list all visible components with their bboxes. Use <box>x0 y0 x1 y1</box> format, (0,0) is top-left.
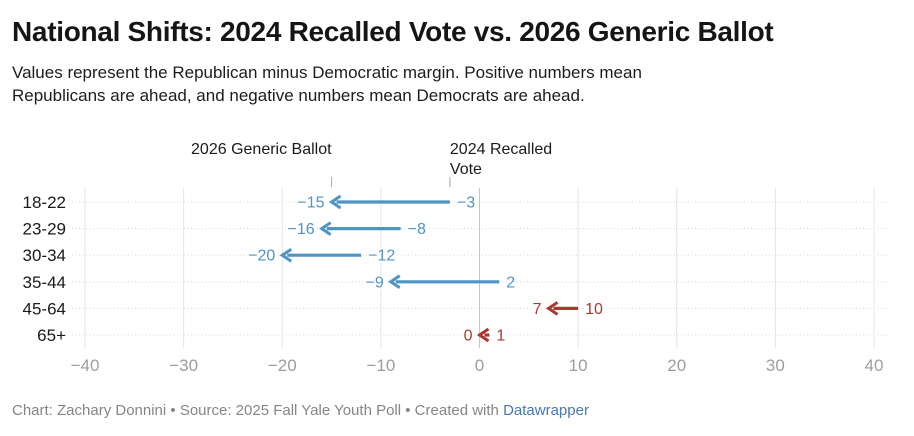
value-label-end: −20 <box>248 248 275 265</box>
row-label: 45-64 <box>23 299 66 318</box>
chart-title: National Shifts: 2024 Recalled Vote vs. … <box>12 16 774 47</box>
row-label: 65+ <box>37 326 66 345</box>
arrow-head <box>318 221 332 236</box>
footer-byline: Chart: Zachary Donnini • Source: 2025 Fa… <box>12 402 504 419</box>
chart-subtitle: Values represent the Republican minus De… <box>12 63 642 105</box>
column-label-2024-recalled-vote: 2024 Recalled Vote <box>449 141 553 178</box>
value-label-start: 1 <box>496 328 505 345</box>
value-label-end: −15 <box>297 195 324 212</box>
value-label-start: −12 <box>368 248 395 265</box>
x-axis-tick-label: −30 <box>169 356 198 375</box>
x-axis-tick-label: 10 <box>569 356 588 375</box>
value-label-start: 2 <box>506 274 515 291</box>
x-axis-tick-label: 30 <box>766 356 785 375</box>
column-label-2026-generic-ballot: 2026 Generic Ballot <box>191 141 332 158</box>
footer-credit: Chart: Zachary Donnini • Source: 2025 Fa… <box>12 401 589 421</box>
x-axis-tick-label: 20 <box>667 356 686 375</box>
value-label-end: 7 <box>533 301 542 318</box>
arrow-head <box>545 301 559 316</box>
arrow-plot: −40 −30 −20 −10 0 10 20 30 4018-2223-2930-3435-4… <box>23 177 888 375</box>
x-axis-tick-label: −10 <box>366 356 395 375</box>
value-label-end: 0 <box>464 328 473 345</box>
row-label: 18-22 <box>23 193 66 212</box>
x-axis-tick-label: −20 <box>268 356 297 375</box>
arrow-head <box>476 327 490 343</box>
arrow-head <box>388 274 401 290</box>
row-label: 30-34 <box>23 246 66 265</box>
value-label-end: −9 <box>365 274 383 291</box>
row-label: 23-29 <box>23 220 66 239</box>
value-label-start: −3 <box>457 195 475 212</box>
x-axis-tick-label: 40 <box>865 356 884 375</box>
row-label: 35-44 <box>23 273 66 292</box>
x-axis-tick-label: −40 <box>71 356 100 375</box>
arrow-head <box>279 247 293 263</box>
datawrapper-link[interactable]: Datawrapper <box>503 402 589 419</box>
arrow-head <box>328 194 342 210</box>
x-axis-tick-label: 0 <box>475 356 484 375</box>
value-label-start: −8 <box>408 221 426 238</box>
value-label-start: 10 <box>585 301 603 318</box>
value-label-end: −16 <box>288 221 315 238</box>
